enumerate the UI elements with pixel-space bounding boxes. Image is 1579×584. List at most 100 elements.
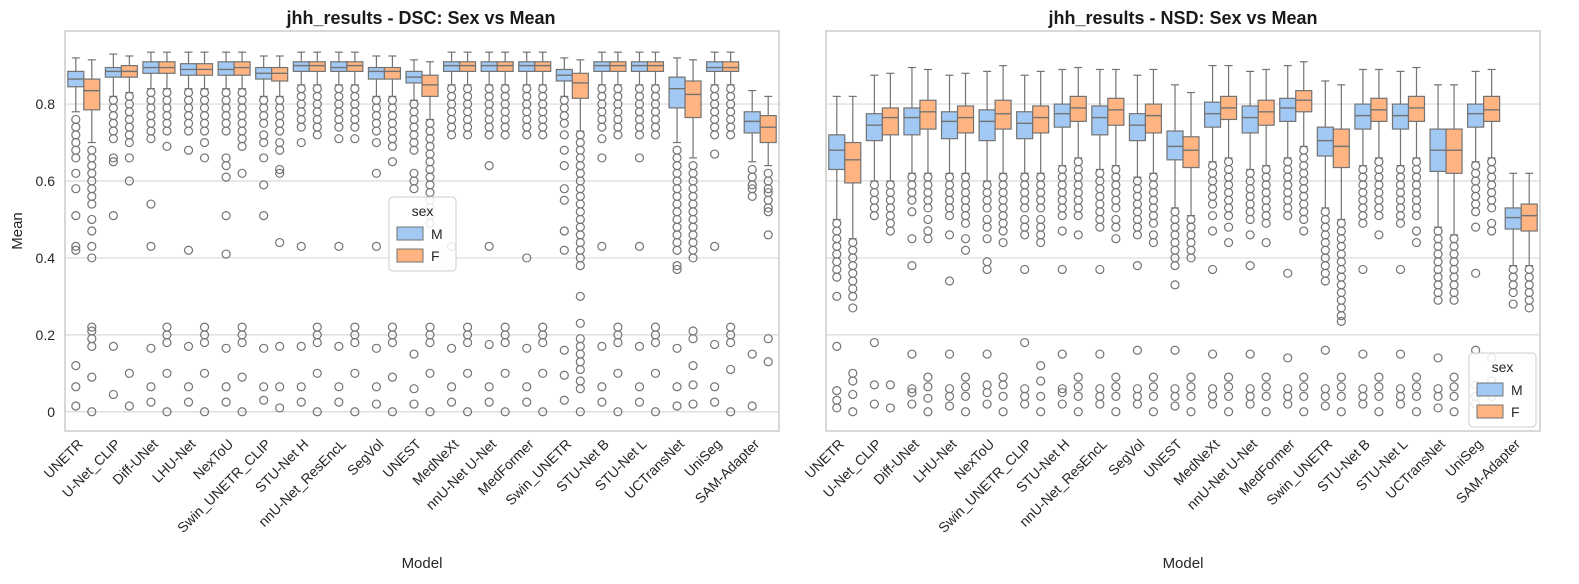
outlier-point [672,261,682,271]
chart-title: jhh_results - NSD: Sex vs Mean [1047,8,1317,28]
outlier-point [1186,391,1196,401]
outlier-point [199,368,210,378]
outlier-point [1223,407,1234,417]
outlier-point [1261,382,1271,392]
outlier-point [1299,391,1309,401]
box-body [828,134,846,171]
outlier-point [597,153,607,163]
box-F-6 [308,51,326,417]
box-F-6 [1069,66,1087,417]
outlier-point [1148,237,1159,248]
box-body [1332,128,1350,169]
box-body [956,105,975,134]
box-M-3 [940,74,959,411]
legend-title: sex [1492,359,1514,375]
outlier-point [275,237,285,248]
outlier-point [275,164,285,175]
x-axis-label: Model [402,555,443,572]
outlier-point [484,339,494,350]
outlier-point [944,349,955,359]
outlier-point [1299,372,1309,382]
box-F-18 [759,95,777,367]
outlier-point [237,337,247,348]
box-F-11 [496,51,514,417]
outlier-point [71,211,81,221]
outlier-point [1261,391,1271,401]
box-body [865,113,883,142]
outlier-point [1057,399,1067,409]
outlier-point [1487,203,1497,213]
outlier-point [162,368,172,378]
outlier-point [575,384,585,394]
box-body [994,99,1012,130]
outlier-point [296,382,306,392]
outlier-point [1524,303,1534,313]
outlier-point [1433,353,1443,363]
box-body [421,74,439,97]
outlier-point [71,153,81,163]
outlier-point [312,337,322,348]
box-body [571,72,589,99]
outlier-point [907,387,917,398]
outlier-point [259,382,269,392]
outlier-point [634,397,645,407]
outlier-point [183,245,194,255]
outlier-point [575,291,585,301]
box-body [722,61,740,72]
outlier-point [710,339,720,350]
outlier-point [1336,407,1346,417]
outlier-point [371,241,382,251]
outlier-point [1020,264,1030,275]
box-body [903,107,921,136]
outlier-point [500,407,510,417]
box-F-14 [1370,68,1388,417]
box-body [919,99,937,130]
outlier-point [1170,280,1180,290]
outlier-point [275,168,285,178]
outlier-point [1471,222,1481,232]
outlier-point [998,226,1008,236]
outlier-point [1449,407,1459,417]
outlier-point [1186,407,1196,417]
outlier-point [1358,349,1368,359]
outlier-point [1299,382,1309,392]
outlier-point [1057,264,1067,275]
outlier-point [1132,261,1143,271]
outlier-point [124,137,134,148]
box-body [1504,207,1522,230]
box-body [1407,95,1426,122]
outlier-point [1170,261,1180,271]
outlier-point [998,391,1008,401]
box-M-15 [1391,70,1410,409]
y-tick-label: 0.8 [36,96,56,112]
box-body [1316,126,1334,157]
box-F-12 [534,51,552,417]
outlier-point [371,168,382,178]
x-axis-label: Model [1163,555,1204,572]
outlier-point [538,130,548,140]
outlier-point [1207,211,1218,221]
box-body [1257,99,1275,126]
box-body [668,76,686,109]
box-body [609,61,627,72]
outlier-point [672,343,682,353]
box-F-8 [1144,68,1163,417]
outlier-point [108,211,118,221]
outlier-point [1111,203,1121,213]
outlier-point [275,145,285,155]
box-F-15 [646,51,665,417]
outlier-point [710,382,720,392]
box-body [330,61,348,72]
outlier-point [71,168,81,178]
outlier-point [350,337,360,348]
outlier-point [199,337,210,348]
outlier-point [1223,222,1234,232]
outlier-point [1036,391,1046,401]
outlier-point [199,407,210,417]
outlier-point [575,364,585,375]
box-body [104,66,122,78]
outlier-point [1261,237,1271,248]
outlier-point [350,134,360,144]
outlier-point [1508,299,1518,309]
outlier-point [982,222,992,232]
